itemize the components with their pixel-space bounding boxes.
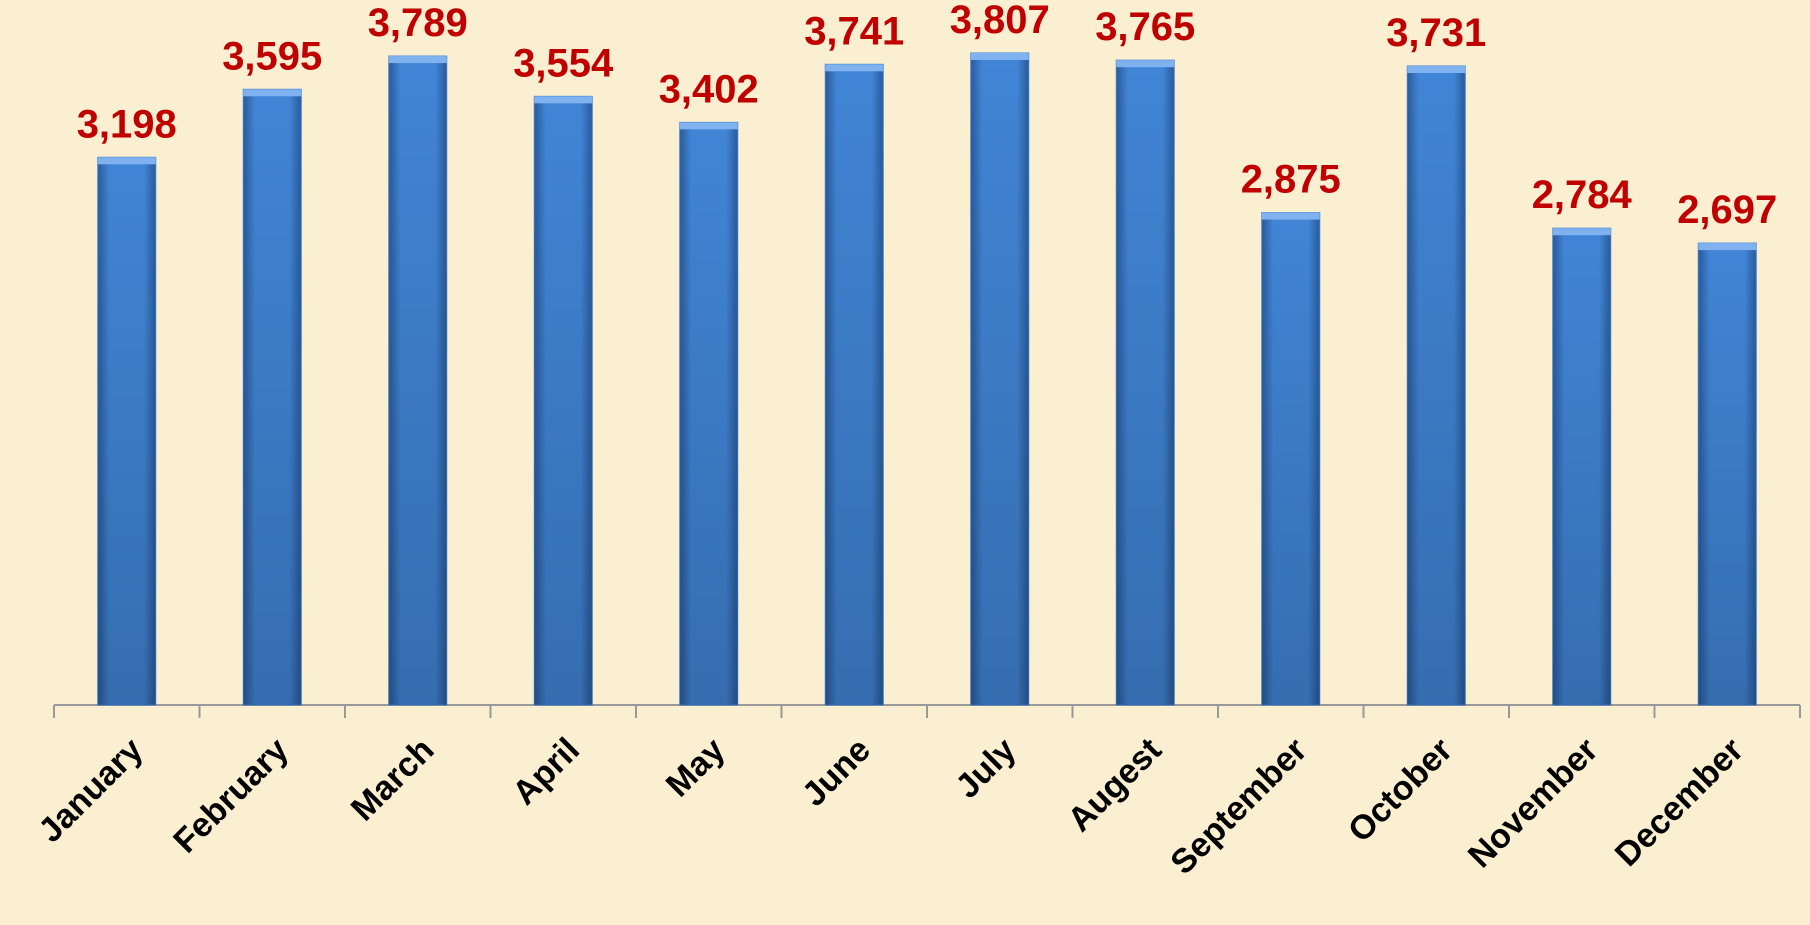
x-tick-label: November — [1461, 731, 1605, 875]
x-tick-label: June — [795, 731, 878, 814]
value-label: 2,697 — [1677, 188, 1777, 232]
value-label: 3,765 — [1095, 5, 1195, 49]
value-label: 3,402 — [659, 67, 759, 111]
bar-shade — [1698, 243, 1757, 705]
bar-shade — [1116, 60, 1175, 706]
bar-cap — [1552, 228, 1611, 236]
value-label: 3,807 — [950, 0, 1050, 42]
value-label: 2,875 — [1241, 158, 1341, 202]
bar-cap — [1407, 66, 1466, 74]
x-tick-label: May — [659, 731, 733, 805]
x-tick-label: October — [1341, 731, 1460, 850]
x-tick-label: July — [948, 731, 1023, 806]
bar-shade — [970, 53, 1029, 705]
bar-cap — [970, 53, 1029, 60]
bar-cap — [1116, 60, 1175, 68]
bar-shade — [679, 122, 738, 706]
bar-shade — [534, 96, 593, 706]
bar-cap — [679, 122, 738, 130]
bar-cap — [1698, 243, 1757, 251]
bar-shade — [1552, 228, 1611, 705]
bar-shade — [97, 157, 156, 706]
bar-shade — [1261, 212, 1320, 705]
bar-shade — [388, 56, 447, 705]
x-tick-label: February — [166, 731, 296, 861]
plot-area: 3,198 January 3,595 February 3,789 March 3,554… — [31, 0, 1801, 882]
x-tick-label: March — [344, 731, 442, 829]
bar-cap — [97, 157, 156, 165]
x-tick-label: Augest — [1061, 731, 1169, 839]
bar-cap — [825, 64, 884, 72]
value-label: 3,731 — [1386, 11, 1486, 55]
bar-shade — [1407, 66, 1466, 706]
value-label: 3,741 — [804, 9, 904, 53]
x-tick-label: September — [1163, 731, 1314, 882]
value-label: 3,789 — [368, 1, 468, 45]
value-label: 3,595 — [222, 34, 322, 78]
bar-cap — [1261, 212, 1320, 220]
x-tick-label: December — [1608, 731, 1751, 874]
bar-shade — [825, 64, 884, 705]
value-label: 2,784 — [1532, 173, 1633, 217]
value-label: 3,198 — [77, 102, 177, 146]
x-tick-label: January — [31, 731, 150, 850]
bar-cap — [388, 56, 447, 64]
bar-cap — [243, 89, 302, 97]
x-tick-label: April — [505, 731, 587, 813]
bar-shade — [243, 89, 302, 705]
value-label: 3,554 — [513, 41, 614, 85]
bar-cap — [534, 96, 593, 104]
